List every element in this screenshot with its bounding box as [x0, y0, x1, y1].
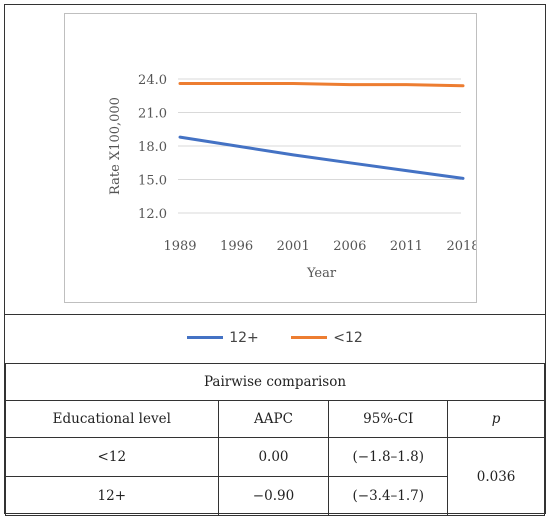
- x-tick-label: 2001: [277, 239, 310, 254]
- figure-panel: 12.0 15.0 18.0 21.0 24.0 1989 1996 2001 2006 201…: [4, 4, 546, 516]
- y-tick-labels: 12.0 15.0 18.0 21.0 24.0: [138, 73, 167, 222]
- legend-swatch-12plus: [187, 336, 224, 339]
- header-p: p: [447, 400, 545, 438]
- legend-row: 12+ <12: [5, 314, 545, 364]
- table-title: Pairwise comparison: [5, 363, 545, 401]
- y-tick-label: 15.0: [138, 174, 167, 189]
- legend: 12+ <12: [5, 327, 545, 346]
- cell-level: <12: [5, 437, 219, 477]
- y-tick-label: 12.0: [138, 207, 167, 222]
- x-tick-label: 1989: [163, 239, 196, 254]
- table-row: 12+ −0.90 (−3.4–1.7): [5, 476, 545, 516]
- cell-ci: (−1.8–1.8): [328, 437, 449, 477]
- cell-aapc: 0.00: [217, 437, 330, 477]
- y-tick-label: 18.0: [138, 140, 167, 155]
- x-tick-label: 2018: [446, 239, 476, 254]
- chart-area: 12.0 15.0 18.0 21.0 24.0 1989 1996 2001 2006 201…: [5, 5, 545, 314]
- header-aapc: AAPC: [217, 400, 330, 438]
- y-tick-label: 21.0: [138, 107, 167, 122]
- x-axis-label: Year: [306, 266, 337, 281]
- legend-label-12plus: 12+: [229, 329, 259, 346]
- legend-item-under12: <12: [291, 330, 363, 346]
- y-axis-label: Rate X100,000: [108, 97, 123, 195]
- table-row: <12 0.00 (−1.8–1.8) 0.036: [5, 437, 545, 516]
- legend-item-12plus: 12+: [187, 330, 259, 346]
- x-tick-label: 2011: [390, 239, 423, 254]
- cell-p-value: 0.036: [447, 437, 545, 516]
- table-header-row: Educational level AAPC 95%-CI p: [5, 400, 545, 438]
- x-tick-labels: 1989 1996 2001 2006 2011 2018: [163, 239, 479, 254]
- x-tick-label: 1996: [220, 239, 253, 254]
- header-educational-level: Educational level: [5, 400, 219, 438]
- legend-label-under12: <12: [333, 329, 363, 346]
- cell-level: 12+: [5, 476, 219, 516]
- chart-frame: 12.0 15.0 18.0 21.0 24.0 1989 1996 2001 2006 201…: [64, 13, 480, 303]
- legend-swatch-under12: [291, 336, 328, 339]
- cell-ci: (−3.4–1.7): [328, 476, 449, 516]
- cell-aapc: −0.90: [217, 476, 330, 516]
- table-title-row: Pairwise comparison: [5, 363, 545, 401]
- header-ci: 95%-CI: [328, 400, 449, 438]
- gridlines: [178, 78, 461, 214]
- y-tick-label: 24.0: [138, 73, 167, 88]
- x-tick-label: 2006: [333, 239, 366, 254]
- series-line-under12: [178, 82, 465, 88]
- series-lines: [178, 82, 465, 180]
- line-chart: 12.0 15.0 18.0 21.0 24.0 1989 1996 2001 2006 201…: [108, 73, 480, 281]
- pairwise-comparison-table: Pairwise comparison Educational level AA…: [5, 363, 545, 516]
- series-line-12plus: [178, 135, 465, 180]
